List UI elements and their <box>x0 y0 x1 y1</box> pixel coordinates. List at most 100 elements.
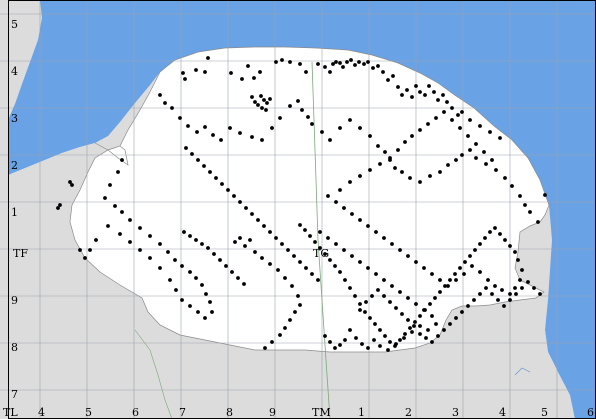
record-dot <box>268 230 272 234</box>
record-dot <box>253 100 257 104</box>
record-dot <box>83 256 87 260</box>
record-dot <box>386 78 390 82</box>
record-dot <box>238 131 242 135</box>
record-dot <box>350 254 354 258</box>
record-dot <box>514 292 518 296</box>
label-left-9: 9 <box>11 294 18 307</box>
record-dot <box>368 168 372 172</box>
record-dot <box>194 238 198 242</box>
record-dot <box>204 292 208 296</box>
record-dot <box>358 126 362 130</box>
record-dot <box>183 77 187 81</box>
record-dot <box>364 300 368 304</box>
record-dot <box>400 93 404 97</box>
record-dot <box>268 97 272 101</box>
record-dot <box>445 100 449 104</box>
record-dot <box>414 302 418 306</box>
record-dot <box>303 228 307 232</box>
record-dot <box>378 162 382 166</box>
record-dot <box>331 62 335 66</box>
record-dot <box>466 304 470 308</box>
record-dot <box>158 266 162 270</box>
record-dot <box>396 85 400 89</box>
record-dot <box>430 272 434 276</box>
record-dot <box>342 248 346 252</box>
record-dot <box>283 276 287 280</box>
record-dot <box>386 348 390 352</box>
record-dot <box>371 66 375 70</box>
county-boundary-line <box>134 329 173 419</box>
record-dots <box>56 56 547 352</box>
bottom-axis-labels: TL 4 5 6 7 8 9 TM 1 2 3 4 5 6 <box>3 406 594 419</box>
record-dot <box>206 56 210 60</box>
record-dot <box>203 316 207 320</box>
record-dot <box>203 125 207 129</box>
record-dot <box>194 68 198 72</box>
record-dot <box>232 194 236 198</box>
label-bottom-5: 5 <box>85 406 92 419</box>
record-dot <box>484 286 488 290</box>
record-dot <box>212 252 216 256</box>
label-bottom-1: 1 <box>358 406 365 419</box>
record-dot <box>453 272 457 276</box>
record-dot <box>196 310 200 314</box>
record-dot <box>345 60 349 64</box>
record-dot <box>418 314 422 318</box>
record-dot <box>184 146 188 150</box>
record-dot <box>270 340 274 344</box>
record-dot <box>238 200 242 204</box>
record-dot <box>388 340 392 344</box>
record-dot <box>408 176 412 180</box>
record-dot <box>211 133 215 137</box>
record-dot <box>474 156 478 160</box>
record-dot <box>454 278 458 282</box>
record-dot <box>532 286 536 290</box>
record-dot <box>268 262 272 266</box>
record-dot <box>138 226 142 230</box>
record-dot <box>413 320 417 324</box>
record-dot <box>226 188 230 192</box>
record-dot <box>276 268 280 272</box>
record-dot <box>394 306 398 310</box>
record-dot <box>393 166 397 170</box>
record-dot <box>320 130 324 134</box>
record-dot <box>498 232 502 236</box>
record-dot <box>326 194 330 198</box>
record-dot <box>441 93 445 97</box>
record-dot <box>418 90 422 94</box>
record-dot <box>224 264 228 268</box>
record-dot <box>543 193 547 197</box>
label-left-tf: TF <box>13 247 28 260</box>
record-dot <box>482 150 486 154</box>
label-bottom-3: 3 <box>452 406 459 419</box>
record-dot <box>366 266 370 270</box>
record-dot <box>56 206 60 210</box>
record-dot <box>256 103 260 107</box>
record-dot <box>418 180 422 184</box>
record-dot <box>253 250 257 254</box>
record-dot <box>306 115 310 119</box>
label-bottom-6b: 6 <box>587 406 594 419</box>
record-dot <box>410 330 414 334</box>
record-dot <box>103 196 107 200</box>
record-dot <box>323 334 327 338</box>
record-dot <box>503 238 507 242</box>
record-dot <box>406 296 410 300</box>
label-left-5: 5 <box>11 18 18 31</box>
record-dot <box>259 94 263 98</box>
record-dot <box>274 236 278 240</box>
record-dot <box>200 242 204 246</box>
record-dot <box>423 93 427 97</box>
record-dot <box>448 278 452 282</box>
record-dot <box>402 336 406 340</box>
record-dot <box>360 342 364 346</box>
record-dot <box>434 322 438 326</box>
record-dot <box>483 236 487 240</box>
record-dot <box>472 298 476 302</box>
record-dot <box>450 106 454 110</box>
record-dot <box>381 70 385 74</box>
record-dot <box>128 240 132 244</box>
record-dot <box>318 230 322 234</box>
record-dot <box>460 153 464 157</box>
